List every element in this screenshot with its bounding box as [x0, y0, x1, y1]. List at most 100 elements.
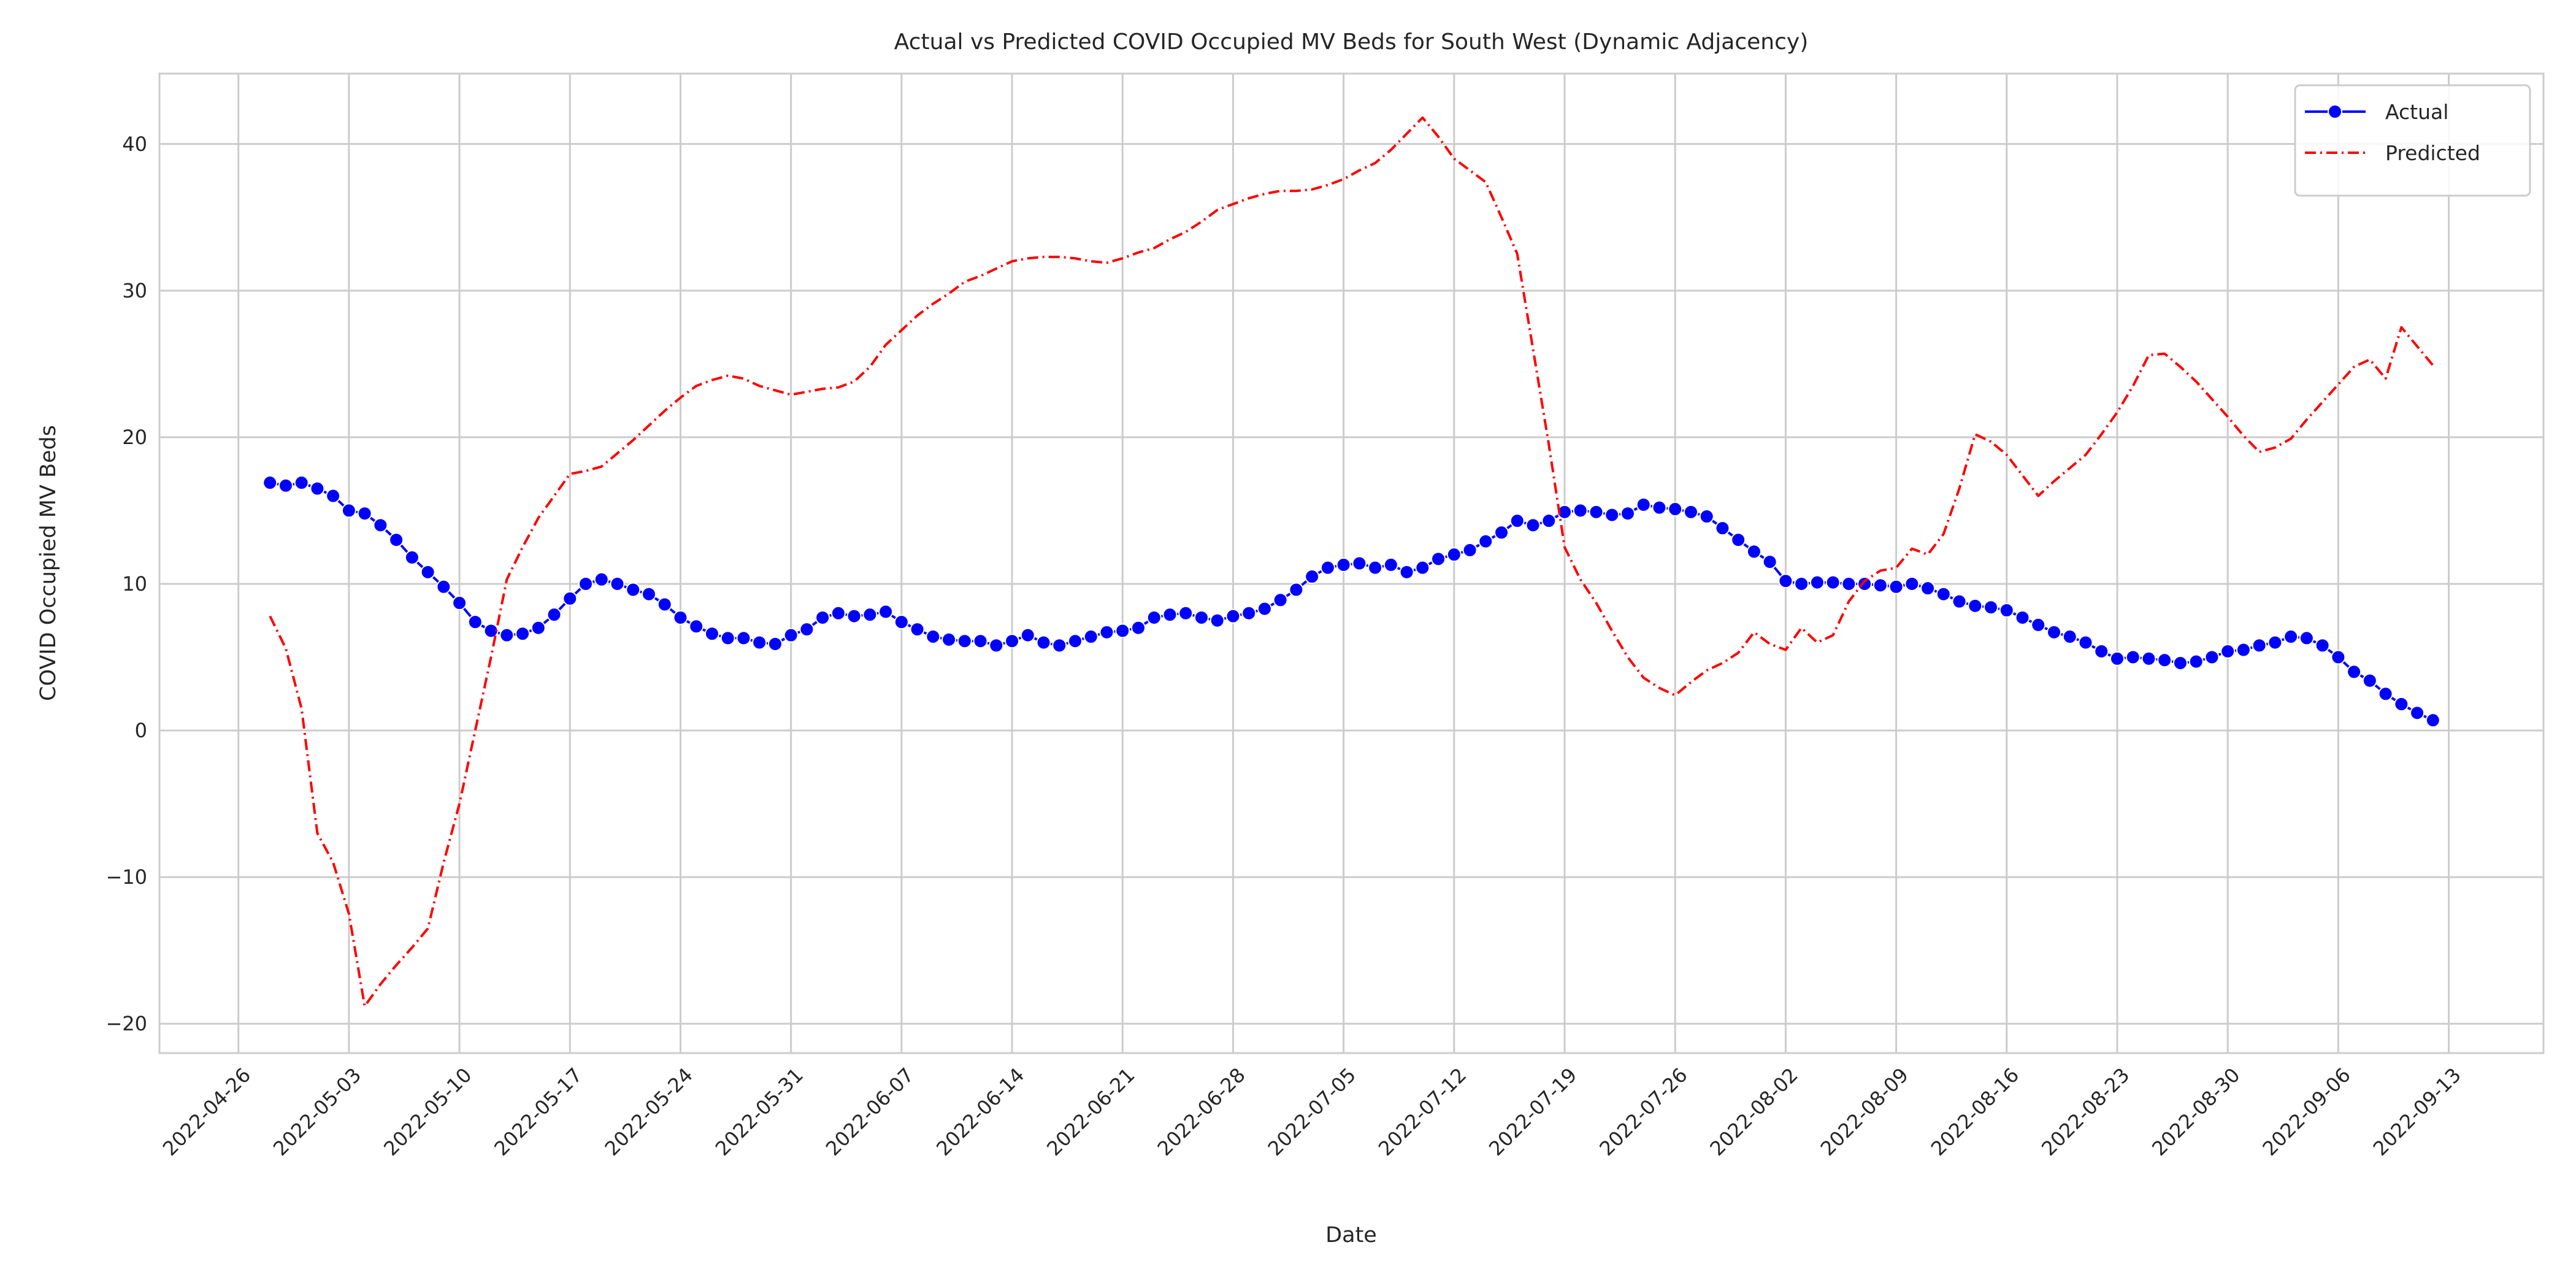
data-point — [1778, 573, 1793, 589]
data-point — [326, 488, 341, 504]
data-point — [2204, 650, 2220, 665]
data-point — [1320, 560, 1335, 575]
data-point — [1352, 556, 1367, 571]
data-point — [689, 619, 704, 634]
data-point — [1809, 575, 1825, 590]
data-point — [2267, 635, 2283, 650]
data-point — [989, 638, 1004, 653]
data-point — [1462, 542, 1478, 558]
data-point — [641, 586, 656, 602]
data-point — [1857, 576, 1873, 591]
data-point — [1099, 624, 1114, 640]
y-tick-label: 20 — [122, 426, 147, 449]
data-point — [1825, 575, 1841, 590]
data-point — [1494, 525, 1509, 540]
data-point — [783, 627, 799, 643]
data-point — [420, 564, 435, 580]
data-point — [1636, 497, 1651, 512]
data-point — [1841, 576, 1857, 591]
data-point — [1873, 578, 1888, 593]
data-point — [1415, 560, 1430, 575]
data-point — [2315, 638, 2330, 653]
data-point — [1209, 613, 1225, 628]
data-point — [1936, 586, 1951, 602]
data-point — [1146, 610, 1162, 625]
data-point — [673, 610, 688, 625]
data-point — [1446, 547, 1462, 562]
data-point — [720, 631, 735, 646]
data-point — [2331, 650, 2346, 665]
data-point — [626, 582, 641, 597]
data-point — [1036, 635, 1051, 650]
data-point — [610, 576, 625, 591]
data-point — [1068, 634, 1083, 649]
data-point — [2252, 638, 2267, 653]
y-tick-label: 30 — [122, 279, 147, 302]
data-point — [910, 622, 925, 637]
data-point — [1336, 557, 1351, 572]
data-point — [2109, 651, 2125, 666]
legend-label: Predicted — [2385, 141, 2480, 165]
data-point — [1305, 569, 1320, 585]
plot-area — [263, 116, 2440, 1008]
data-point — [483, 623, 499, 638]
data-point — [2157, 653, 2172, 668]
data-point — [1920, 581, 1936, 596]
y-tick-label: 0 — [135, 719, 147, 742]
data-point — [467, 615, 483, 630]
data-point — [1115, 623, 1130, 638]
data-point — [594, 572, 609, 587]
data-point — [1904, 576, 1920, 591]
data-point — [2094, 643, 2109, 659]
data-point — [1541, 513, 1557, 529]
data-point — [1731, 532, 1746, 548]
data-point — [2188, 654, 2204, 669]
data-point — [941, 632, 957, 647]
data-point — [846, 608, 862, 624]
data-point — [878, 604, 894, 619]
data-point — [1399, 564, 1414, 580]
data-point — [926, 629, 941, 645]
data-point — [1888, 579, 1904, 594]
data-point — [957, 634, 972, 649]
data-point — [1162, 607, 1178, 623]
data-point — [263, 475, 278, 491]
data-point — [1746, 544, 1761, 559]
data-point — [2299, 631, 2314, 646]
data-point — [1794, 576, 1809, 591]
data-point — [2078, 635, 2093, 650]
data-point — [1509, 513, 1525, 529]
data-point — [2031, 617, 2046, 632]
data-point — [1052, 638, 1067, 653]
data-point — [2141, 651, 2156, 666]
data-point — [404, 550, 420, 565]
data-point — [1620, 506, 1635, 521]
data-point — [1383, 557, 1398, 572]
y-tick-label: −20 — [105, 1012, 147, 1035]
data-point — [2410, 705, 2425, 721]
data-point — [2425, 713, 2440, 728]
data-point — [452, 596, 467, 611]
x-axis-label: Date — [1325, 1223, 1377, 1248]
y-tick-label: 40 — [122, 132, 147, 156]
data-point — [2172, 656, 2188, 671]
data-point — [2236, 642, 2251, 657]
series-line — [269, 116, 2434, 1008]
data-point — [1273, 592, 1288, 608]
data-point — [310, 481, 325, 496]
data-point — [830, 605, 846, 621]
data-point — [767, 636, 783, 651]
data-point — [1478, 534, 1493, 549]
data-point — [1005, 634, 1020, 649]
data-point — [2362, 673, 2377, 688]
data-point — [894, 615, 909, 630]
data-point — [1715, 521, 1730, 536]
data-point — [1130, 620, 1146, 635]
data-point — [2062, 629, 2077, 645]
data-point — [578, 576, 594, 591]
data-point — [973, 634, 988, 649]
data-point — [389, 532, 404, 548]
